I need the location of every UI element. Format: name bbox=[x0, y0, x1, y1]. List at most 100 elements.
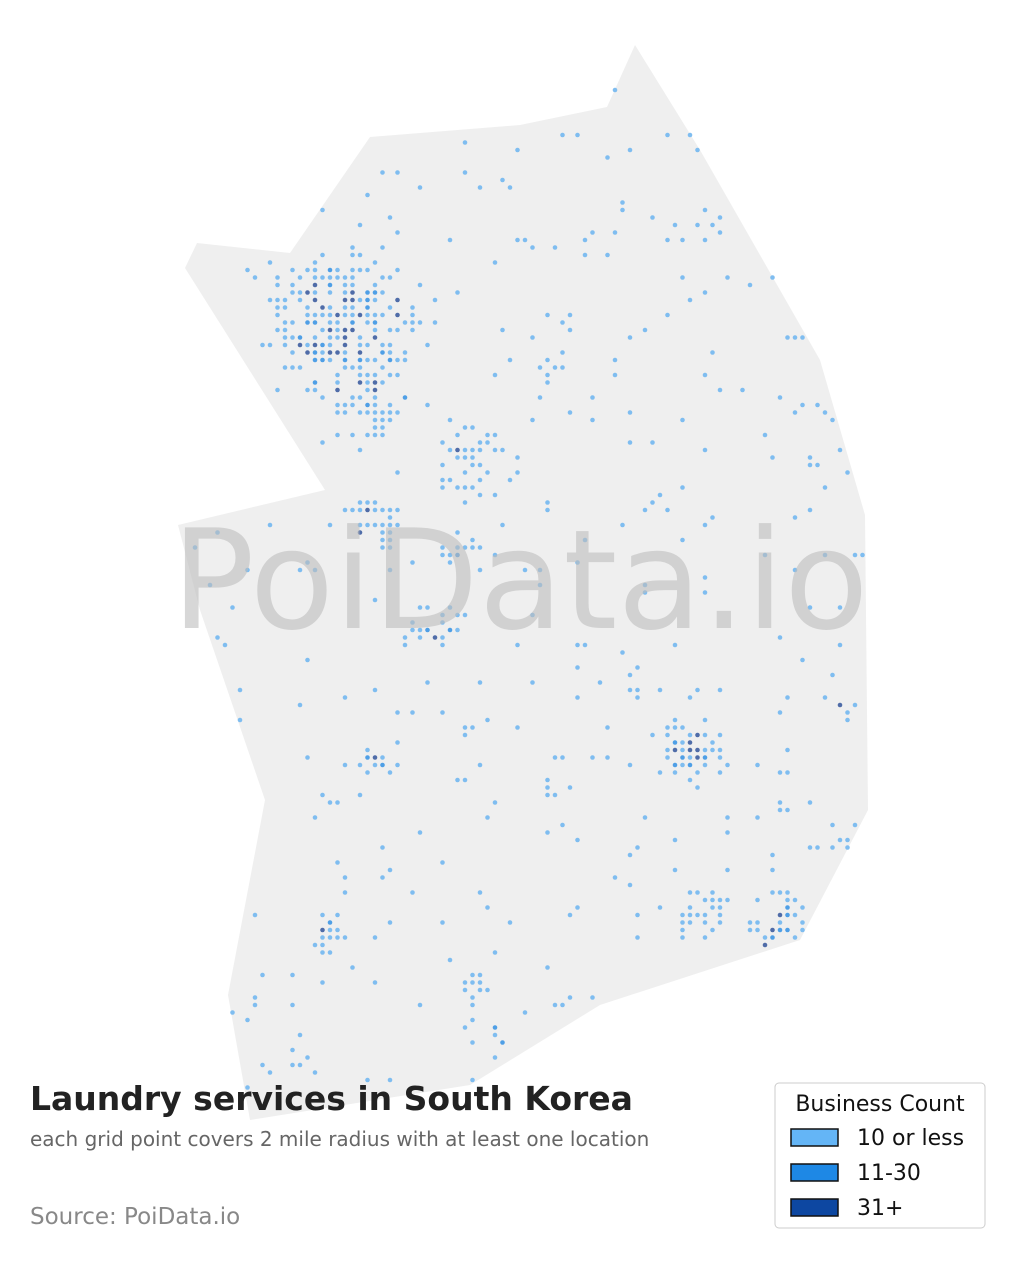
grid-point bbox=[245, 1085, 250, 1090]
grid-point bbox=[312, 387, 318, 393]
grid-point bbox=[687, 740, 693, 745]
grid-point bbox=[560, 320, 565, 325]
grid-point bbox=[687, 777, 693, 783]
grid-point bbox=[425, 402, 430, 408]
grid-point bbox=[492, 432, 498, 438]
grid-point bbox=[515, 725, 520, 730]
grid-point bbox=[327, 800, 333, 805]
map-subtitle: each grid point covers 2 mile radius wit… bbox=[30, 1127, 649, 1151]
grid-point bbox=[372, 290, 378, 295]
grid-point bbox=[342, 410, 348, 415]
grid-point bbox=[680, 762, 685, 768]
grid-point bbox=[395, 312, 400, 318]
grid-point bbox=[350, 252, 355, 258]
grid-point bbox=[717, 747, 723, 753]
grid-point bbox=[845, 717, 850, 723]
grid-point bbox=[687, 132, 693, 138]
grid-point bbox=[717, 920, 723, 925]
grid-point bbox=[822, 410, 828, 415]
grid-point bbox=[725, 867, 730, 873]
grid-point bbox=[530, 612, 535, 618]
grid-point bbox=[365, 522, 370, 528]
grid-point bbox=[747, 927, 753, 933]
grid-point bbox=[372, 395, 378, 400]
grid-point bbox=[612, 372, 618, 378]
grid-point bbox=[792, 515, 798, 520]
grid-point bbox=[327, 282, 333, 288]
grid-point bbox=[560, 132, 565, 138]
grid-point bbox=[485, 717, 490, 723]
grid-point bbox=[447, 237, 453, 243]
grid-point bbox=[417, 627, 423, 633]
grid-point bbox=[537, 582, 543, 588]
grid-point bbox=[515, 237, 520, 243]
grid-point bbox=[312, 357, 318, 363]
grid-point bbox=[695, 890, 700, 895]
grid-point bbox=[672, 642, 678, 648]
grid-point bbox=[455, 627, 460, 633]
grid-point bbox=[312, 282, 318, 288]
grid-point bbox=[260, 972, 265, 978]
grid-point bbox=[777, 635, 783, 640]
grid-point bbox=[695, 912, 700, 918]
grid-point bbox=[455, 432, 460, 438]
grid-point bbox=[492, 1032, 498, 1038]
grid-point bbox=[357, 350, 363, 355]
grid-point bbox=[275, 275, 280, 280]
grid-point bbox=[470, 995, 475, 1000]
grid-point bbox=[365, 432, 370, 438]
grid-point bbox=[462, 777, 468, 783]
grid-point bbox=[792, 912, 798, 918]
grid-point bbox=[312, 350, 318, 355]
grid-point bbox=[395, 267, 400, 273]
grid-point bbox=[357, 372, 363, 378]
grid-point bbox=[342, 365, 348, 370]
grid-point bbox=[455, 485, 460, 490]
grid-point bbox=[620, 650, 625, 655]
grid-point bbox=[507, 185, 513, 190]
grid-point bbox=[710, 890, 715, 895]
grid-point bbox=[380, 530, 385, 535]
grid-point bbox=[320, 792, 325, 798]
grid-point bbox=[560, 822, 565, 828]
grid-point bbox=[560, 755, 565, 760]
grid-point bbox=[477, 492, 483, 498]
grid-point bbox=[327, 275, 333, 280]
grid-point bbox=[350, 395, 355, 400]
grid-point bbox=[680, 912, 685, 918]
grid-point bbox=[575, 132, 580, 138]
grid-point bbox=[245, 1017, 250, 1023]
grid-point bbox=[305, 312, 310, 318]
grid-point bbox=[357, 447, 363, 453]
grid-point bbox=[372, 312, 378, 318]
legend-swatch bbox=[790, 1163, 839, 1182]
grid-point bbox=[327, 267, 333, 273]
grid-point bbox=[537, 395, 543, 400]
grid-point bbox=[582, 252, 588, 258]
grid-point bbox=[282, 365, 288, 370]
grid-point bbox=[260, 342, 265, 348]
grid-point bbox=[627, 147, 633, 153]
grid-point bbox=[567, 312, 573, 318]
grid-point bbox=[380, 545, 385, 550]
grid-point bbox=[215, 530, 220, 535]
grid-point bbox=[725, 830, 730, 835]
grid-point bbox=[372, 372, 378, 378]
grid-point bbox=[792, 935, 798, 940]
grid-point bbox=[665, 732, 670, 738]
grid-point bbox=[627, 672, 633, 678]
grid-point bbox=[470, 537, 475, 543]
grid-point bbox=[320, 440, 325, 445]
grid-point bbox=[672, 762, 678, 768]
grid-point bbox=[477, 680, 483, 685]
grid-point bbox=[485, 815, 490, 820]
legend-box bbox=[774, 1082, 986, 1229]
grid-point bbox=[402, 635, 408, 640]
grid-point bbox=[777, 807, 783, 813]
grid-point bbox=[417, 605, 423, 610]
legend-swatch bbox=[790, 1128, 839, 1147]
grid-point bbox=[807, 507, 813, 513]
grid-point bbox=[545, 372, 550, 378]
grid-point bbox=[365, 500, 370, 505]
grid-point bbox=[410, 327, 415, 333]
